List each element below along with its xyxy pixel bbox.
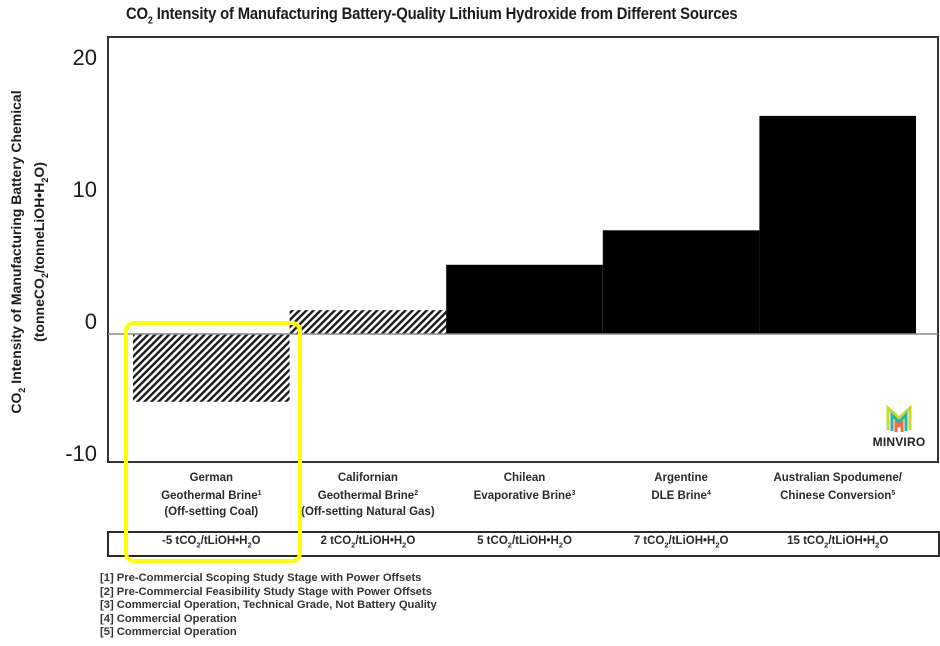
- category-label: Chilean Evaporative Brine3: [445, 470, 605, 504]
- value-label: -5 tCO2/tLiOH•H2O: [161, 535, 261, 550]
- category-line3: (Off-setting Coal): [164, 506, 259, 518]
- minviro-logo-mark: [886, 404, 912, 432]
- bar: [133, 334, 290, 402]
- category-line3: (Off-setting Natural Gas): [301, 506, 435, 518]
- y-tick-label: 20: [73, 45, 97, 70]
- value-label: 2 tCO2/tLiOH•H2O: [320, 535, 416, 550]
- footnote: [1] Pre-Commercial Scoping Study Stage w…: [100, 572, 422, 584]
- value-table: [107, 531, 940, 557]
- category-line1: Argentine: [654, 472, 708, 484]
- category-line2: Chinese Conversion5: [780, 490, 896, 502]
- bar: [602, 230, 760, 334]
- category-line1: Australian Spodumene/: [773, 472, 902, 484]
- category-line1: German: [189, 472, 234, 484]
- bar: [446, 264, 603, 334]
- category-label: Australian Spodumene/Chinese Conversion5: [758, 470, 918, 504]
- category-label: Californian Geothermal Brine2 (Off-setting…: [288, 470, 448, 520]
- minviro-logo: MINVIRO: [866, 404, 932, 454]
- category-line2: Evaporative Brine3: [473, 490, 576, 502]
- value-label: 5 tCO2/tLiOH•H2O: [477, 535, 572, 550]
- category-line2: DLE Brine4: [651, 490, 711, 502]
- category-line2: Geothermal Brine1: [161, 490, 262, 502]
- logo-text: MINVIRO: [872, 435, 926, 449]
- footnote: [3] Commercial Operation, Technical Grad…: [100, 599, 437, 612]
- category-line1: Californian: [337, 472, 398, 484]
- y-tick-label: 0: [85, 309, 97, 334]
- footnote: [2] Pre-Commercial Feasibility Study Sta…: [100, 585, 432, 598]
- bar: [289, 310, 447, 334]
- value-label: 7 tCO2/tLiOH•H2O: [633, 535, 729, 550]
- y-tick-label: -10: [65, 441, 97, 466]
- chart-title: CO2 Intensity of Manufacturing Battery-Q…: [126, 5, 738, 27]
- bar: [759, 115, 916, 335]
- value-label: 15 tCO2/tLiOH•H2O: [787, 535, 889, 550]
- footnote: [5] Commercial Operation: [100, 626, 237, 639]
- chart-plot: 20 10 0 -10: [65, 36, 939, 466]
- footnote: [4] Commercial Operation: [100, 612, 237, 625]
- footnotes: [1] Pre-Commercial Scoping Study Stage w…: [100, 572, 437, 640]
- category-label: German Geothermal Brine1 (Off-setting Coal…: [131, 470, 291, 520]
- category-label: Argentine DLE Brine4: [601, 470, 761, 504]
- category-line2: Geothermal Brine2: [317, 490, 419, 502]
- y-tick-label: 10: [73, 177, 97, 202]
- category-line1: Chilean: [503, 472, 546, 484]
